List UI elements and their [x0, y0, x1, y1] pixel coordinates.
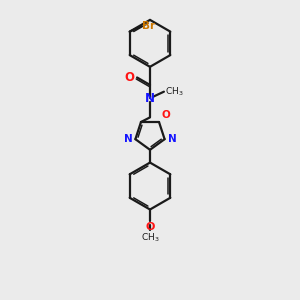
Text: O: O — [145, 222, 155, 232]
Text: N: N — [124, 134, 132, 144]
Text: O: O — [124, 71, 134, 84]
Text: CH$_3$: CH$_3$ — [165, 85, 184, 98]
Text: CH$_3$: CH$_3$ — [141, 232, 159, 244]
Text: O: O — [162, 110, 170, 120]
Text: N: N — [145, 92, 155, 105]
Text: Br: Br — [142, 21, 156, 31]
Text: N: N — [168, 134, 176, 144]
